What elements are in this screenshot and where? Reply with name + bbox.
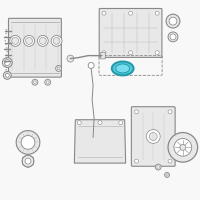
Circle shape [155,51,159,55]
Circle shape [170,34,176,40]
Circle shape [174,138,192,156]
Polygon shape [74,120,126,163]
Circle shape [146,130,160,143]
Circle shape [26,37,32,44]
Circle shape [46,81,49,84]
Circle shape [168,110,172,114]
Circle shape [16,131,40,154]
Circle shape [155,11,159,15]
Circle shape [51,35,62,46]
Circle shape [129,51,133,55]
Circle shape [119,121,123,125]
Circle shape [37,35,48,46]
Circle shape [102,51,106,55]
Circle shape [45,79,51,85]
Circle shape [166,174,168,176]
Circle shape [57,67,60,70]
Circle shape [135,159,138,163]
Circle shape [102,11,106,15]
Circle shape [2,58,12,67]
Circle shape [5,73,9,77]
Circle shape [149,133,157,140]
Circle shape [168,32,178,42]
Circle shape [56,65,62,71]
Circle shape [22,155,34,167]
Circle shape [77,121,81,125]
Circle shape [166,14,180,28]
Circle shape [21,136,35,149]
Circle shape [135,110,138,114]
FancyBboxPatch shape [8,18,61,77]
Circle shape [12,37,19,44]
FancyBboxPatch shape [99,8,162,57]
Circle shape [4,60,10,65]
Circle shape [165,172,170,177]
Circle shape [39,37,46,44]
Circle shape [180,144,186,150]
Circle shape [157,166,160,168]
Circle shape [98,121,102,125]
Circle shape [168,133,198,162]
Circle shape [32,79,38,85]
Circle shape [129,11,133,15]
Circle shape [67,55,74,62]
FancyBboxPatch shape [131,107,175,166]
Circle shape [24,35,34,46]
Circle shape [168,159,172,163]
Circle shape [3,71,11,79]
Circle shape [155,164,161,170]
Circle shape [88,63,94,68]
Circle shape [34,81,36,84]
Circle shape [25,158,31,164]
Circle shape [53,37,60,44]
FancyBboxPatch shape [101,52,105,59]
Ellipse shape [116,64,130,73]
Circle shape [10,35,21,46]
Circle shape [169,17,177,25]
Ellipse shape [112,62,134,75]
